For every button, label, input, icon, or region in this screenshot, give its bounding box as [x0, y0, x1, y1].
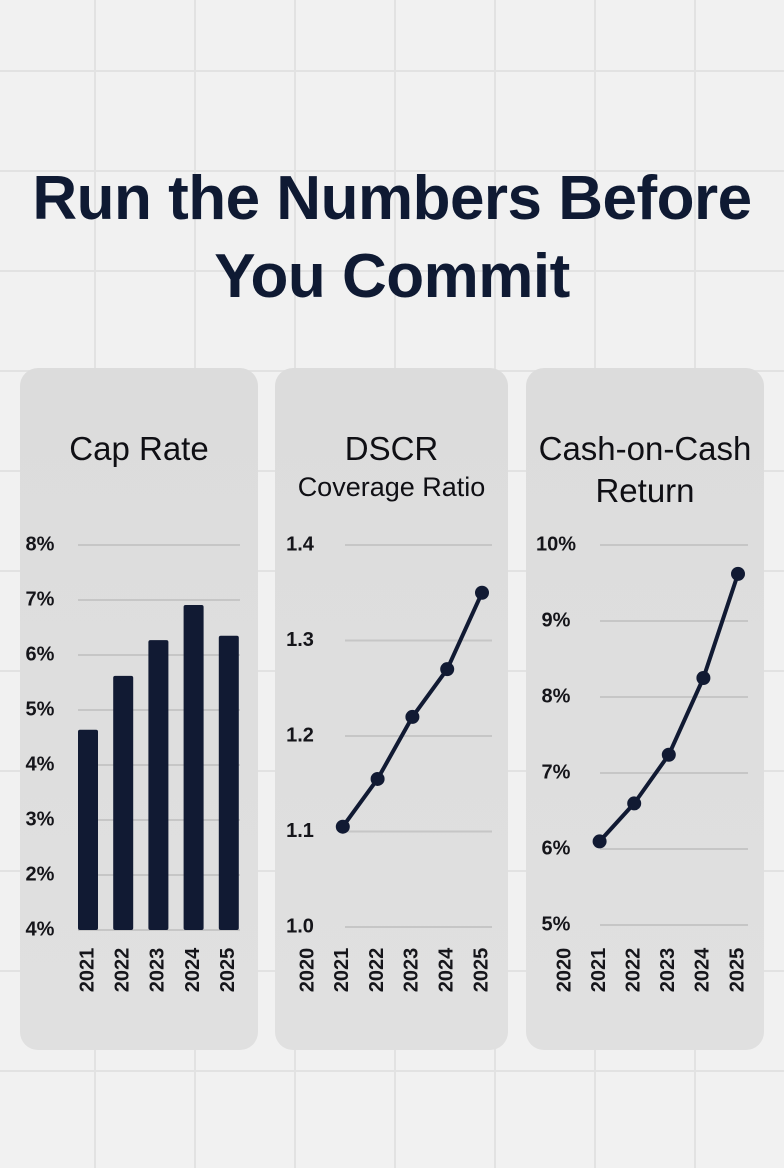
- x-tick-label: 2022: [111, 948, 133, 993]
- chart-title: Cap Rate: [69, 430, 209, 467]
- y-tick-label: 5%: [542, 913, 571, 935]
- y-tick-label: 4%: [26, 753, 55, 775]
- bar: [183, 604, 204, 930]
- point: [405, 709, 420, 724]
- x-tick-label: 2025: [217, 948, 239, 993]
- point: [731, 566, 745, 581]
- point: [440, 662, 455, 677]
- x-tick-label: 2023: [147, 948, 169, 993]
- y-tick-label: 7%: [26, 588, 55, 610]
- y-tick-label: 5%: [26, 698, 55, 720]
- x-tick-label: 2020: [296, 948, 318, 993]
- chart-title: DSCR: [344, 430, 439, 467]
- line: [598, 573, 740, 843]
- chart-title: Cash-on-Cash Return: [538, 430, 752, 509]
- y-tick-label: 9%: [542, 609, 571, 631]
- x-tick-label: 2024: [435, 947, 457, 992]
- panel: [526, 368, 764, 1050]
- y-tick-label: 2%: [26, 863, 55, 885]
- x-tick-label: 2022: [622, 948, 644, 993]
- point: [370, 771, 385, 786]
- point: [696, 671, 711, 685]
- y-tick-label: 8%: [26, 533, 55, 555]
- bar: [148, 640, 169, 930]
- point: [335, 819, 350, 834]
- y-tick-label: 1.3: [286, 629, 314, 651]
- x-tick-label: 2023: [657, 948, 679, 993]
- x-tick-label: 2021: [76, 948, 98, 993]
- y-tick-label: 8%: [542, 685, 571, 707]
- y-tick-label: 1.0: [286, 915, 314, 937]
- y-tick-label: 10%: [536, 533, 576, 555]
- bar: [113, 675, 134, 930]
- point: [592, 834, 607, 849]
- y-tick-label: 7%: [542, 761, 571, 783]
- chart-subtitle: Coverage Ratio: [297, 472, 486, 502]
- bar: [218, 635, 239, 930]
- bar: [78, 729, 98, 930]
- point: [661, 747, 676, 762]
- x-tick-label: 2022: [366, 948, 388, 993]
- x-tick-label: 2023: [401, 948, 423, 993]
- line: [341, 591, 484, 828]
- y-tick-label: 1.1: [286, 820, 314, 842]
- y-tick-label: 4%: [26, 918, 55, 940]
- x-tick-label: 2021: [588, 948, 610, 993]
- panel: [275, 368, 508, 1050]
- point: [475, 585, 489, 600]
- x-tick-label: 2025: [470, 948, 492, 993]
- x-tick-label: 2020: [553, 948, 575, 993]
- point: [627, 796, 642, 811]
- y-tick-label: 3%: [26, 808, 55, 830]
- y-tick-label: 1.2: [286, 724, 314, 746]
- y-tick-label: 6%: [26, 643, 55, 665]
- x-tick-label: 2024: [692, 947, 714, 992]
- x-tick-label: 2024: [182, 947, 204, 992]
- page-title: Run the Numbers Before You Commit: [32, 164, 752, 311]
- x-tick-label: 2025: [726, 948, 748, 993]
- y-tick-label: 6%: [542, 837, 571, 859]
- x-tick-label: 2021: [331, 948, 353, 993]
- y-tick-label: 1.4: [286, 533, 315, 555]
